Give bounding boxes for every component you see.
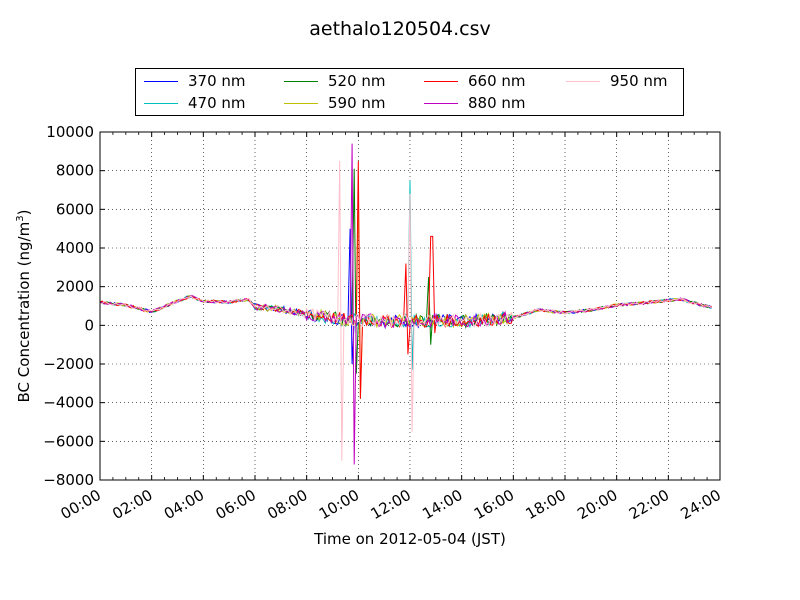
y-axis-label-sup: 3: [15, 215, 26, 221]
x-tick-label: 10:00: [316, 486, 362, 523]
series-line-950-nm: [99, 160, 712, 461]
x-tick-label: 14:00: [419, 486, 465, 523]
y-axis-label-main: BC Concentration (ng/m: [15, 222, 33, 403]
legend: 370 nm 470 nm 520 nm 590 nm 660 nm 880 nm 950 …: [135, 68, 684, 116]
x-tick-label: 00:00: [58, 486, 104, 523]
x-tick-label: 20:00: [574, 486, 620, 523]
grid-lines: [100, 132, 720, 480]
x-axis-label: Time on 2012-05-04 (JST): [313, 530, 506, 548]
legend-swatch: [566, 81, 600, 82]
series-lines: [99, 143, 713, 465]
legend-label: 370 nm: [188, 72, 246, 90]
x-tick-label: 04:00: [161, 486, 207, 523]
legend-swatch: [424, 81, 458, 82]
y-tick-label: 10000: [46, 123, 94, 141]
series-line-880-nm: [99, 143, 712, 465]
x-tick-label: 18:00: [523, 486, 569, 523]
y-tick-label: −8000: [43, 471, 94, 489]
y-tick-label: 6000: [56, 200, 94, 218]
legend-label: 950 nm: [610, 72, 668, 90]
legend-swatch: [284, 103, 318, 104]
legend-swatch: [144, 103, 178, 104]
legend-label: 520 nm: [328, 72, 386, 90]
y-tick-label: −6000: [43, 432, 94, 450]
y-tick-label: 4000: [56, 239, 94, 257]
series-line-590-nm: [99, 189, 712, 399]
x-tick-label: 16:00: [471, 486, 517, 523]
x-tick-label: 02:00: [109, 486, 155, 523]
legend-swatch: [144, 81, 178, 82]
series-line-660-nm: [99, 160, 712, 399]
legend-label: 880 nm: [468, 94, 526, 112]
legend-label: 470 nm: [188, 94, 246, 112]
y-axis-label: BC Concentration (ng/m3): [15, 210, 33, 403]
x-tick-label: 08:00: [264, 486, 310, 523]
y-tick-label: 0: [84, 316, 94, 334]
x-tick-label: 06:00: [213, 486, 259, 523]
legend-label: 590 nm: [328, 94, 386, 112]
chart-title: aethalo120504.csv: [309, 18, 491, 40]
legend-swatch: [284, 81, 318, 82]
y-tick-label: −4000: [43, 394, 94, 412]
y-axis-label-suffix: ): [15, 210, 33, 216]
y-tick-label: 8000: [56, 162, 94, 180]
y-tick-label: −2000: [43, 355, 94, 373]
x-tick-label: 24:00: [678, 486, 724, 523]
x-tick-label: 12:00: [368, 486, 414, 523]
y-tick-label: 2000: [56, 278, 94, 296]
legend-swatch: [424, 103, 458, 104]
legend-label: 660 nm: [468, 72, 526, 90]
x-tick-label: 22:00: [626, 486, 672, 523]
